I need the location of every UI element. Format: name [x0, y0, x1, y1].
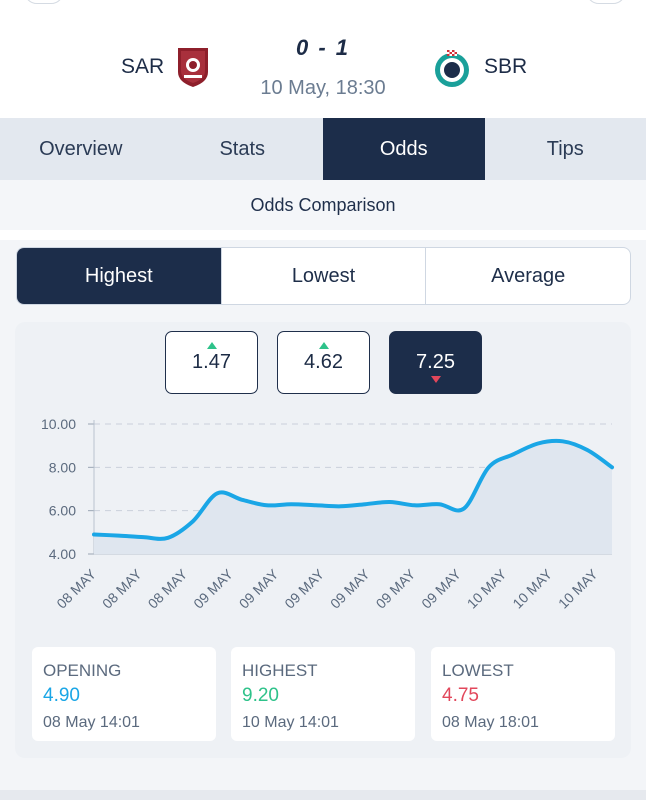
x-tick-label: 08 MAY — [145, 565, 191, 611]
odds-draw-button[interactable]: 4.62 — [277, 331, 370, 394]
odds-area-fill — [94, 440, 612, 554]
y-tick-label: 4.00 — [49, 546, 76, 562]
stat-highest-time: 10 May 14:01 — [242, 714, 339, 731]
tab-overview[interactable]: Overview — [39, 137, 123, 160]
section-title: Odds Comparison — [0, 180, 646, 230]
tab-stats[interactable]: Stats — [219, 137, 266, 160]
filter-average[interactable]: Average — [425, 248, 630, 304]
stat-highest: HIGHEST 9.20 10 May 14:01 — [231, 647, 415, 741]
stat-opening-time: 08 May 14:01 — [43, 714, 140, 731]
y-tick-label: 8.00 — [49, 459, 76, 475]
trend-up-icon — [206, 342, 217, 349]
odds-draw-value: 4.62 — [304, 351, 343, 373]
bottom-divider — [0, 790, 646, 800]
stat-lowest-time: 08 May 18:01 — [442, 714, 539, 731]
stat-lowest-label: LOWEST — [442, 661, 514, 680]
stat-opening: OPENING 4.90 08 May 14:01 — [32, 647, 216, 741]
odds-away-button[interactable]: 7.25 — [389, 331, 482, 394]
trend-up-icon — [318, 342, 329, 349]
x-tick-label: 09 MAY — [190, 565, 236, 611]
trend-down-icon — [430, 376, 441, 383]
x-tick-label: 10 MAY — [555, 565, 601, 611]
match-header: SAR 0 - 1 10 May, 18:30 SBR — [0, 0, 646, 118]
section-divider — [0, 230, 646, 240]
stat-lowest: LOWEST 4.75 08 May 18:01 — [431, 647, 615, 741]
stat-highest-value: 9.20 — [242, 685, 279, 706]
filter-highest[interactable]: Highest — [17, 248, 221, 304]
stat-opening-value: 4.90 — [43, 685, 80, 706]
stat-highest-label: HIGHEST — [242, 661, 318, 680]
stat-opening-label: OPENING — [43, 661, 122, 680]
away-team-name: SBR — [484, 55, 528, 78]
match-kickoff-time: 10 May, 18:30 — [260, 77, 386, 99]
tab-odds[interactable]: Odds — [323, 118, 485, 180]
x-tick-label: 08 MAY — [99, 565, 145, 611]
x-tick-label: 09 MAY — [373, 565, 419, 611]
odds-away-value: 7.25 — [416, 351, 455, 373]
x-tick-label: 09 MAY — [418, 565, 464, 611]
x-tick-label: 09 MAY — [327, 565, 373, 611]
stat-lowest-value: 4.75 — [442, 685, 479, 706]
odds-line — [92, 438, 614, 541]
odds-filter-control: Highest Lowest Average — [16, 247, 631, 305]
away-team-crest-icon — [435, 50, 469, 87]
odds-home-button[interactable]: 1.47 — [165, 331, 258, 394]
x-tick-label: 09 MAY — [281, 565, 327, 611]
home-team-name: SAR — [121, 55, 165, 78]
y-tick-label: 6.00 — [49, 503, 76, 519]
y-tick-label: 10.00 — [41, 416, 76, 432]
home-team-crest-icon — [178, 48, 208, 87]
filter-lowest[interactable]: Lowest — [220, 248, 426, 304]
odds-home-value: 1.47 — [192, 351, 231, 373]
x-tick-label: 10 MAY — [509, 565, 555, 611]
x-tick-label: 10 MAY — [464, 565, 510, 611]
x-tick-label: 09 MAY — [236, 565, 282, 611]
tab-tips[interactable]: Tips — [546, 137, 584, 160]
x-tick-label: 08 MAY — [53, 565, 99, 611]
match-tabs: Overview Stats Odds Tips — [0, 118, 646, 180]
match-score: 0 - 1 — [295, 35, 351, 60]
